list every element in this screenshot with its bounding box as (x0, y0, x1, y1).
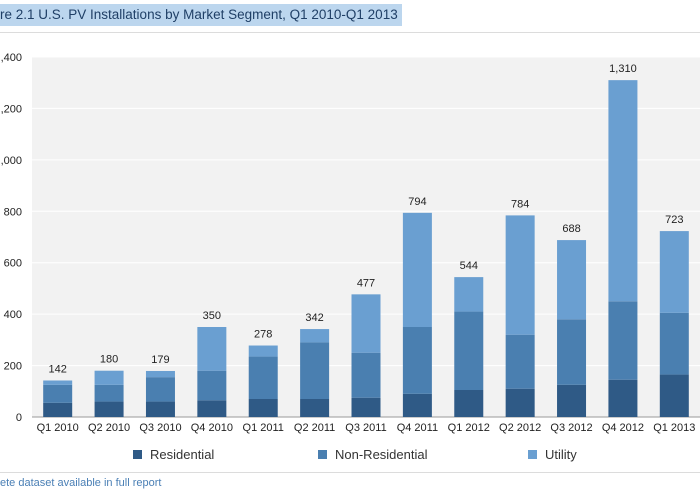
bar-segment-utility (94, 370, 124, 385)
x-tick-label: Q2 2012 (499, 422, 541, 434)
bar-segment-non-residential (659, 312, 689, 375)
y-tick-label: 600 (4, 258, 22, 270)
bar-total-label: 477 (357, 277, 375, 289)
x-tick-label: Q1 2010 (37, 422, 79, 434)
bar-segment-non-residential (197, 370, 227, 401)
bar-segment-utility (608, 80, 638, 302)
bar-segment-non-residential (248, 356, 278, 399)
bar-total-label: 179 (151, 354, 169, 366)
bar-segment-residential (94, 401, 124, 417)
bar-total-label: 278 (254, 329, 272, 341)
legend-label-non-residential: Non-Residential (335, 447, 428, 462)
bar-segment-utility (659, 231, 689, 313)
legend-swatch-non-residential (318, 450, 327, 459)
bar-segment-utility (197, 327, 227, 371)
bar-total-label: 350 (203, 310, 221, 322)
x-tick-label: Q4 2010 (191, 422, 233, 434)
x-tick-label: Q1 2012 (448, 422, 490, 434)
x-tick-label: Q1 2013 (653, 422, 695, 434)
x-tick-label: Q3 2010 (139, 422, 181, 434)
y-tick-label: 800 (4, 206, 22, 218)
bar-segment-utility (454, 277, 484, 312)
x-tick-label: Q1 2011 (243, 422, 284, 434)
bar-segment-utility (248, 345, 278, 357)
footer-divider (0, 472, 700, 473)
title-divider (0, 32, 700, 33)
bar-segment-non-residential (402, 327, 432, 394)
legend-swatch-utility (528, 450, 537, 459)
legend-swatch-residential (133, 450, 142, 459)
bar-segment-residential (659, 374, 689, 417)
bar-segment-utility (145, 370, 175, 378)
bar-segment-utility (43, 380, 73, 385)
bar-segment-utility (300, 329, 330, 343)
x-tick-label: Q4 2011 (397, 422, 438, 434)
bar-segment-non-residential (454, 311, 484, 390)
x-tick-label: Q2 2010 (88, 422, 130, 434)
bar-total-label: 688 (562, 223, 580, 235)
footer-note[interactable]: ete dataset available in full report (0, 477, 162, 489)
y-tick-label: ,000 (1, 155, 22, 167)
bar-segment-residential (351, 397, 381, 417)
x-tick-label: Q4 2012 (602, 422, 644, 434)
bar-segment-non-residential (505, 334, 535, 389)
bar-segment-non-residential (300, 342, 330, 399)
chart-title: re 2.1 U.S. PV Installations by Market S… (0, 4, 402, 26)
legend-label-utility: Utility (545, 447, 577, 462)
bar-total-label: 180 (100, 354, 118, 366)
bar-segment-utility (351, 294, 381, 353)
bar-segment-residential (300, 399, 330, 417)
bar-total-label: 784 (511, 198, 529, 210)
bar-total-label: 342 (305, 312, 323, 324)
bar-segment-residential (402, 393, 432, 417)
bar-segment-non-residential (608, 301, 638, 380)
bar-segment-non-residential (43, 384, 73, 403)
x-tick-label: Q2 2011 (294, 422, 335, 434)
y-tick-label: ,200 (1, 103, 22, 115)
y-tick-label: ,400 (1, 52, 22, 64)
bar-segment-residential (248, 399, 278, 417)
bar-segment-residential (454, 390, 484, 417)
bar-total-label: 544 (460, 260, 478, 272)
bar-total-label: 794 (408, 196, 426, 208)
bar-total-label: 723 (665, 214, 683, 226)
bar-segment-utility (557, 240, 587, 320)
bar-segment-utility (402, 212, 432, 327)
bar-total-label: 1,310 (609, 63, 637, 75)
bar-segment-residential (145, 401, 175, 417)
y-tick-label: 200 (4, 361, 22, 373)
bar-segment-residential (197, 400, 227, 417)
bar-segment-non-residential (94, 384, 124, 402)
bar-segment-residential (557, 384, 587, 417)
bar-segment-utility (505, 215, 535, 335)
bar-total-label: 142 (49, 363, 67, 375)
stacked-bar-chart: ,400 ,200 ,000 800 600 400 200 0 142 Q1 2010 180 Q2… (1, 52, 700, 462)
bar-segment-non-residential (557, 319, 587, 385)
y-tick-label: 0 (16, 412, 22, 424)
x-tick-label: Q3 2011 (345, 422, 386, 434)
bar-segment-non-residential (145, 377, 175, 402)
bar-segment-residential (608, 379, 638, 417)
bar-segment-non-residential (351, 352, 381, 398)
x-tick-label: Q3 2012 (550, 422, 592, 434)
bar-segment-residential (505, 388, 535, 417)
bar-segment-residential (43, 402, 73, 417)
legend-label-residential: Residential (150, 447, 214, 462)
y-tick-label: 400 (4, 309, 22, 321)
